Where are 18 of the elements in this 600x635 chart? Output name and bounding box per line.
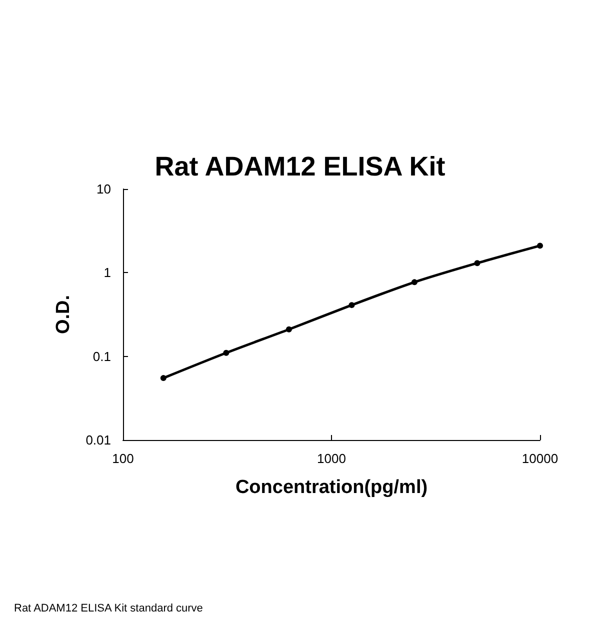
x-tick-label: 1000 [317, 451, 346, 466]
text: Rat ADAM12 ELISA Kit standard curve [14, 602, 203, 614]
point [160, 375, 166, 382]
y-tick-label: 0.1 [92, 348, 111, 364]
point [286, 326, 292, 332]
y-tick-label: 10 [96, 182, 111, 196]
point [348, 302, 355, 308]
y-tick-label: 1 [104, 265, 111, 280]
point [537, 242, 543, 249]
y-tick-label: 0.01 [86, 432, 111, 448]
x-tick-label: 100 [112, 451, 134, 466]
chart-title: Rat ADAM12 ELISA Kit [154, 152, 446, 182]
point [411, 279, 418, 286]
point [223, 350, 230, 356]
point [474, 260, 480, 266]
y-axis-title: O.D. [53, 294, 74, 334]
x-tick-label: 10000 [522, 451, 558, 466]
x-axis-title: Concentration(pg/ml) [235, 477, 428, 498]
